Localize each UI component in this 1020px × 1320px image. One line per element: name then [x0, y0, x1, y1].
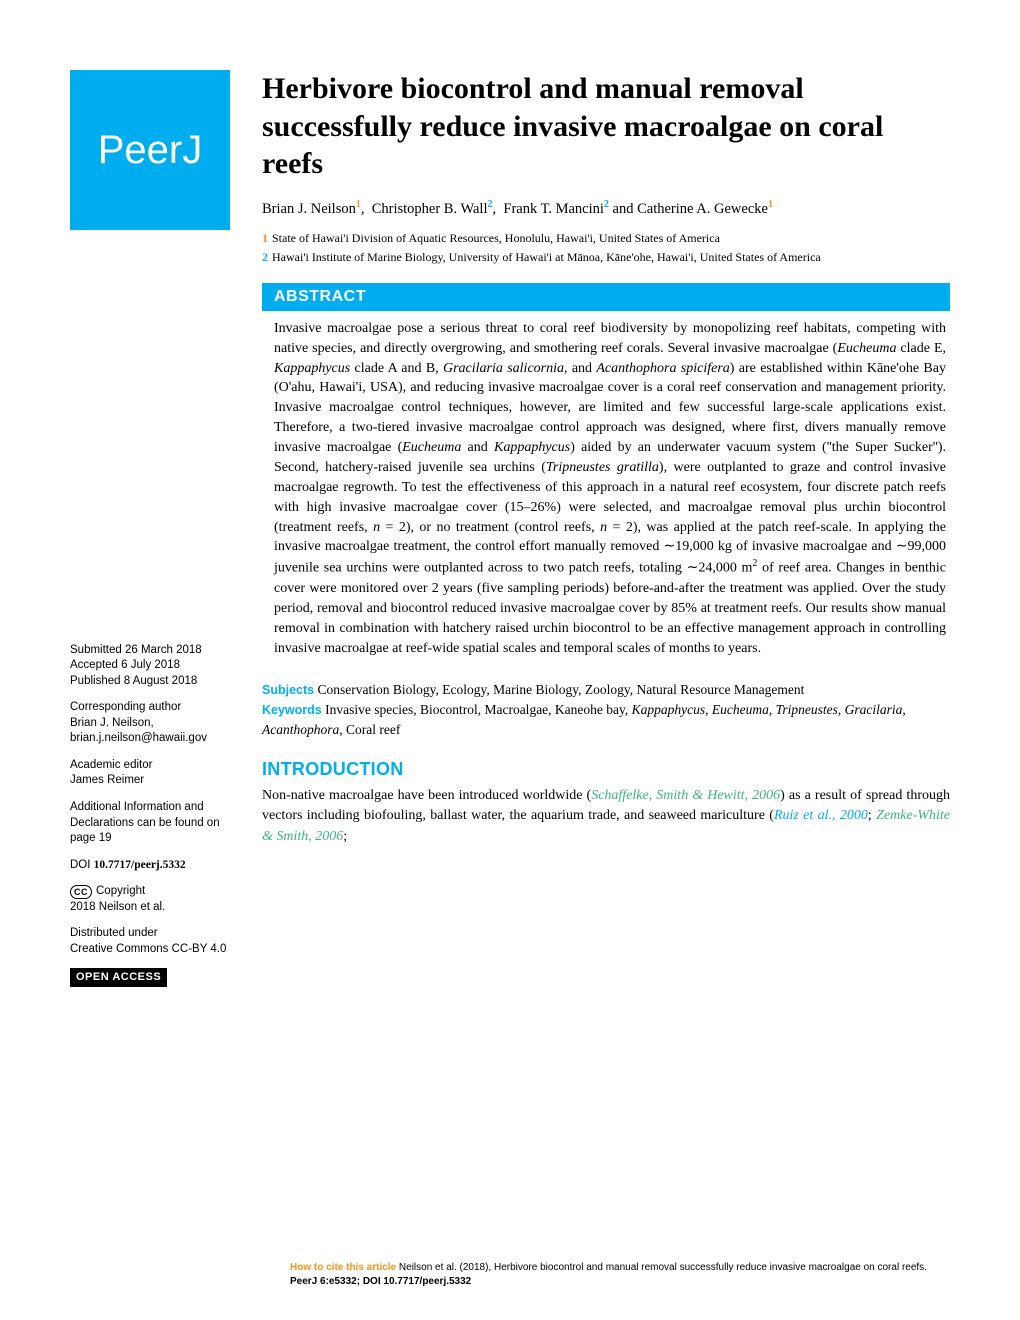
journal-logo: PeerJ [70, 70, 230, 230]
corr-name: Brian J. Neilson, [70, 716, 230, 732]
open-access-block: OPEN ACCESS [70, 968, 230, 987]
accepted-date: 6 July 2018 [121, 659, 180, 671]
title-column: Herbivore biocontrol and manual removal … [262, 70, 950, 269]
submitted-label: Submitted [70, 644, 122, 656]
doi-value[interactable]: 10.7717/peerj.5332 [94, 859, 186, 871]
published-date: 8 August 2018 [124, 675, 198, 687]
keywords-line: Keywords Invasive species, Biocontrol, M… [262, 700, 950, 739]
abstract-heading: ABSTRACT [262, 283, 950, 311]
editor-block: Academic editor James Reimer [70, 758, 230, 789]
subjects-text: Conservation Biology, Ecology, Marine Bi… [317, 682, 804, 697]
submitted-date: 26 March 2018 [125, 644, 202, 656]
affiliation-text: Hawai'i Institute of Marine Biology, Uni… [272, 249, 821, 266]
affiliation-number: 1 [262, 230, 268, 247]
accepted-label: Accepted [70, 659, 118, 671]
corr-label: Corresponding author [70, 700, 230, 716]
copyright-label: Copyright [96, 884, 145, 900]
cc-icon: CC [70, 885, 92, 899]
subjects-label: Subjects [262, 683, 314, 697]
affiliation-2: 2 Hawai'i Institute of Marine Biology, U… [262, 249, 950, 266]
doi-block: DOI 10.7717/peerj.5332 [70, 858, 230, 874]
copyright-holder: 2018 Neilson et al. [70, 900, 230, 916]
dist-label: Distributed under [70, 926, 230, 942]
header-row: PeerJ Herbivore biocontrol and manual re… [70, 70, 950, 269]
main-row: Submitted 26 March 2018 Accepted 6 July … [70, 283, 950, 998]
editor-name: James Reimer [70, 773, 230, 789]
copyright-block: CC Copyright 2018 Neilson et al. [70, 884, 230, 915]
abstract-body: Invasive macroalgae pose a serious threa… [262, 319, 950, 659]
logo-text: PeerJ [98, 128, 203, 173]
introduction-heading: INTRODUCTION [262, 759, 950, 780]
how-to-cite-label: How to cite this article [290, 1262, 396, 1273]
introduction-body: Non-native macroalgae have been introduc… [262, 786, 950, 847]
published-label: Published [70, 675, 121, 687]
subjects-line: Subjects Conservation Biology, Ecology, … [262, 680, 950, 700]
affiliation-text: State of Hawai'i Division of Aquatic Res… [272, 230, 720, 247]
keywords-label: Keywords [262, 703, 322, 717]
affiliation-1: 1 State of Hawai'i Division of Aquatic R… [262, 230, 950, 247]
doi-label: DOI [70, 859, 90, 871]
dates-block: Submitted 26 March 2018 Accepted 6 July … [70, 643, 230, 690]
metadata-sidebar: Submitted 26 March 2018 Accepted 6 July … [70, 283, 230, 998]
additional-info[interactable]: Additional Information and Declarations … [70, 800, 230, 847]
affiliation-number: 2 [262, 249, 268, 266]
dist-text[interactable]: Creative Commons CC-BY 4.0 [70, 942, 230, 958]
paper-title: Herbivore biocontrol and manual removal … [262, 70, 950, 183]
corr-email[interactable]: brian.j.neilson@hawaii.gov [70, 731, 230, 747]
affiliations: 1 State of Hawai'i Division of Aquatic R… [262, 230, 950, 267]
license-block: Distributed under Creative Commons CC-BY… [70, 926, 230, 957]
content-column: ABSTRACT Invasive macroalgae pose a seri… [262, 283, 950, 998]
corresponding-author-block: Corresponding author Brian J. Neilson, b… [70, 700, 230, 747]
citation-text: Neilson et al. (2018), Herbivore biocont… [399, 1262, 927, 1273]
author-list: Brian J. Neilson1, Christopher B. Wall2,… [262, 197, 950, 221]
open-access-badge: OPEN ACCESS [70, 968, 167, 987]
editor-label: Academic editor [70, 758, 230, 774]
subjects-keywords-block: Subjects Conservation Biology, Ecology, … [262, 680, 950, 739]
citation-footer: How to cite this article Neilson et al. … [290, 1261, 950, 1288]
citation-journal: PeerJ 6:e5332; DOI 10.7717/peerj.5332 [290, 1276, 471, 1287]
keywords-text: Invasive species, Biocontrol, Macroalgae… [262, 702, 906, 737]
